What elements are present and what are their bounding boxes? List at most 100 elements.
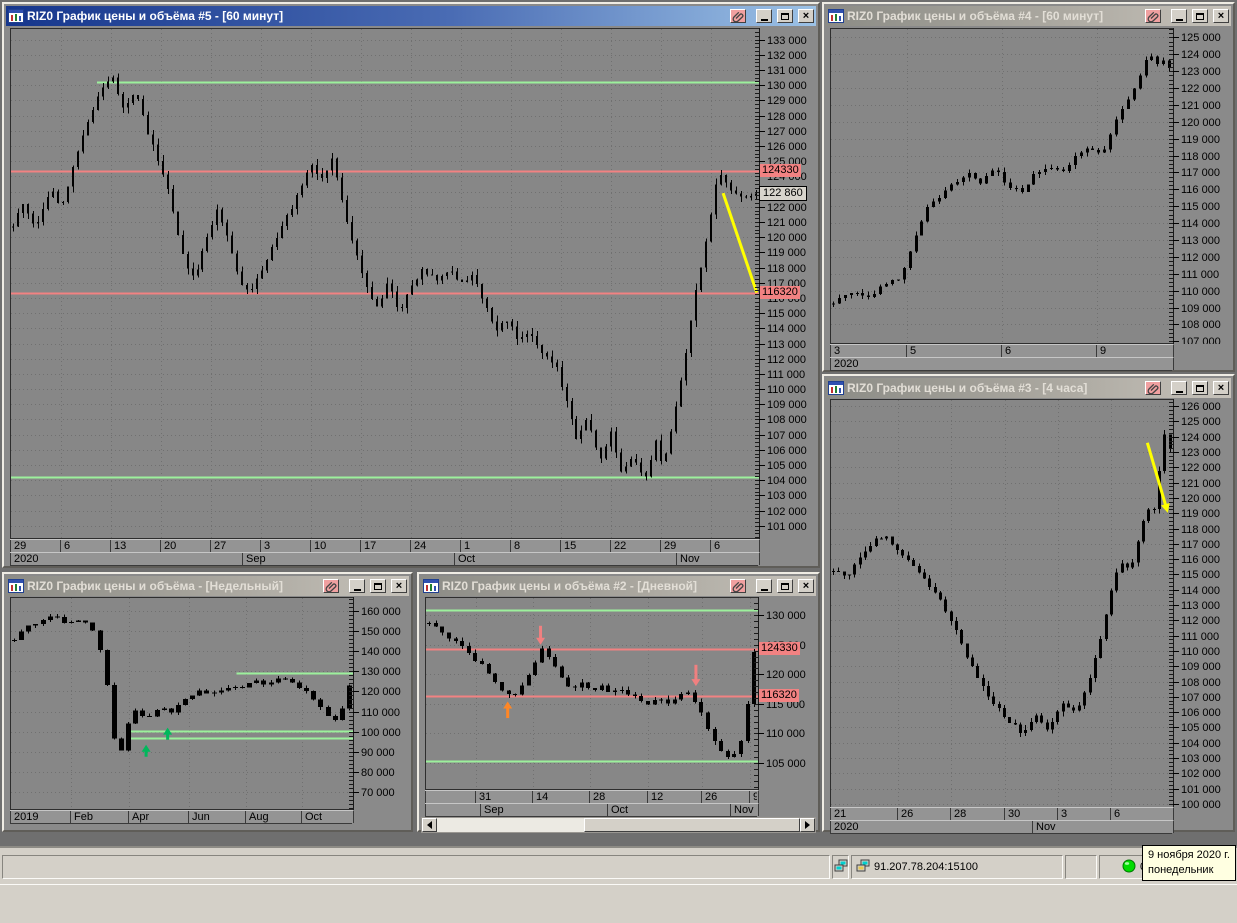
title-bar[interactable]: RIZ0 График цены и объёма #5 - [60 минут…	[6, 6, 816, 26]
svg-text:80 000: 80 000	[361, 767, 395, 779]
minimize-icon	[760, 588, 768, 591]
minimize-icon	[1175, 18, 1183, 21]
svg-text:140 000: 140 000	[361, 646, 401, 658]
title-bar[interactable]: RIZ0 График цены и объёма #4 - [60 минут…	[826, 6, 1231, 26]
svg-text:115 000: 115 000	[1181, 201, 1220, 213]
close-button[interactable]: ×	[798, 9, 814, 23]
svg-text:120 000: 120 000	[361, 686, 401, 698]
window-wk: RIZ0 График цены и объёма - [Недельный] ×…	[2, 572, 413, 832]
title-bar[interactable]: RIZ0 График цены и объёма #3 - [4 часа] ×	[826, 378, 1231, 398]
x-axis-label: Nov	[676, 553, 758, 566]
svg-text:126 000: 126 000	[767, 141, 807, 153]
svg-text:70 000: 70 000	[361, 787, 395, 799]
maximize-button[interactable]	[777, 579, 793, 593]
svg-text:120 000: 120 000	[1181, 117, 1221, 129]
x-axis-label: 2019	[10, 811, 70, 824]
svg-text:100 000: 100 000	[1181, 799, 1221, 808]
svg-text:106 000: 106 000	[767, 445, 807, 457]
scroll-right-button[interactable]	[800, 818, 815, 832]
paperclip-link-icon	[732, 11, 744, 22]
scroll-left-button[interactable]	[422, 818, 437, 832]
tooltip-date: 9 ноября 2020 г.	[1148, 849, 1230, 861]
svg-text:120 000: 120 000	[767, 232, 807, 244]
link-charts-button[interactable]	[730, 579, 746, 593]
chart-window-icon	[8, 9, 24, 23]
status-bar: 91.207.78.204:15100 0	[0, 846, 1237, 884]
x-axis-row: 2020 Sep Oct Nov	[10, 552, 760, 566]
svg-text:104 000: 104 000	[1181, 738, 1221, 750]
chart-plot[interactable]	[10, 28, 760, 539]
scroll-left-icon	[423, 821, 432, 829]
candles	[832, 429, 1172, 738]
horizontal-scrollbar[interactable]	[421, 817, 816, 833]
link-charts-button[interactable]	[323, 579, 339, 593]
svg-text:101 000: 101 000	[1181, 784, 1221, 796]
svg-text:115 000: 115 000	[766, 699, 805, 711]
close-icon: ×	[1217, 10, 1225, 22]
link-charts-button[interactable]	[730, 9, 746, 23]
taskbar[interactable]: RU 22:53 09.11.2020	[0, 884, 1237, 923]
window-w4: RIZ0 График цены и объёма #4 - [60 минут…	[822, 2, 1235, 372]
svg-text:111 000: 111 000	[1181, 631, 1219, 643]
server-address: 91.207.78.204:15100	[874, 861, 978, 873]
svg-text:110 000: 110 000	[1181, 646, 1220, 658]
svg-text:103 000: 103 000	[1181, 753, 1221, 765]
minimize-button[interactable]	[756, 9, 772, 23]
x-axis-row: 2019 Feb Apr Jun Aug Oct	[10, 810, 354, 824]
svg-text:128 000: 128 000	[767, 111, 807, 123]
title-bar[interactable]: RIZ0 График цены и объёма #2 - [Дневной]…	[421, 576, 816, 596]
x-axis-row: 31142812269	[425, 790, 759, 804]
maximize-icon	[374, 582, 382, 590]
chart-plot[interactable]	[830, 399, 1174, 808]
svg-text:112 000: 112 000	[1181, 252, 1220, 264]
candlestick-chart	[426, 598, 758, 789]
close-button[interactable]: ×	[1213, 381, 1229, 395]
maximize-button[interactable]	[370, 579, 386, 593]
price-level-label: 124330	[759, 642, 800, 655]
close-button[interactable]: ×	[798, 579, 814, 593]
minimize-button[interactable]	[756, 579, 772, 593]
x-axis-label: 2020	[10, 553, 242, 566]
svg-text:130 000: 130 000	[361, 666, 401, 678]
x-axis-label: Apr	[128, 811, 188, 824]
chart-plot[interactable]	[830, 28, 1174, 344]
scrollbar-thumb[interactable]	[584, 818, 800, 832]
window-title: RIZ0 График цены и объёма #3 - [4 часа]	[847, 381, 1088, 395]
close-button[interactable]: ×	[1213, 9, 1229, 23]
last-price-label: 122 860	[759, 186, 807, 201]
maximize-button[interactable]	[777, 9, 793, 23]
chart-plot[interactable]	[10, 597, 354, 810]
svg-text:114 000: 114 000	[767, 323, 806, 335]
status-panel-main	[2, 855, 830, 879]
svg-text:110 000: 110 000	[766, 728, 805, 740]
x-axis-label: Nov	[1032, 821, 1172, 834]
svg-text:113 000: 113 000	[1181, 600, 1220, 612]
title-bar[interactable]: RIZ0 График цены и объёма - [Недельный] ×	[6, 576, 409, 596]
svg-text:108 000: 108 000	[1181, 319, 1221, 331]
y-axis: 101 000 102 000 103 000 104 000 105 000 106 0…	[759, 28, 819, 539]
svg-text:122 000: 122 000	[1181, 83, 1221, 95]
maximize-button[interactable]	[1192, 381, 1208, 395]
minimize-button[interactable]	[1171, 381, 1187, 395]
svg-text:130 000: 130 000	[767, 80, 807, 92]
maximize-button[interactable]	[1192, 9, 1208, 23]
link-charts-button[interactable]	[1145, 381, 1161, 395]
svg-text:111 000: 111 000	[767, 369, 805, 381]
minimize-icon	[353, 588, 361, 591]
minimize-icon	[1175, 390, 1183, 393]
paperclip-link-icon	[325, 581, 337, 592]
x-axis-label: Aug	[245, 811, 301, 824]
svg-text:122 000: 122 000	[767, 202, 807, 214]
svg-text:127 000: 127 000	[767, 126, 807, 138]
x-axis-label: Sep	[242, 553, 454, 566]
green-status-icon	[1122, 859, 1136, 876]
svg-text:119 000: 119 000	[1181, 134, 1220, 146]
x-axis-row: 2020	[830, 357, 1174, 371]
chart-plot[interactable]	[425, 597, 759, 790]
minimize-button[interactable]	[1171, 9, 1187, 23]
svg-text:126 000: 126 000	[1181, 401, 1221, 413]
minimize-button[interactable]	[349, 579, 365, 593]
svg-text:109 000: 109 000	[1181, 661, 1221, 673]
close-button[interactable]: ×	[391, 579, 407, 593]
link-charts-button[interactable]	[1145, 9, 1161, 23]
